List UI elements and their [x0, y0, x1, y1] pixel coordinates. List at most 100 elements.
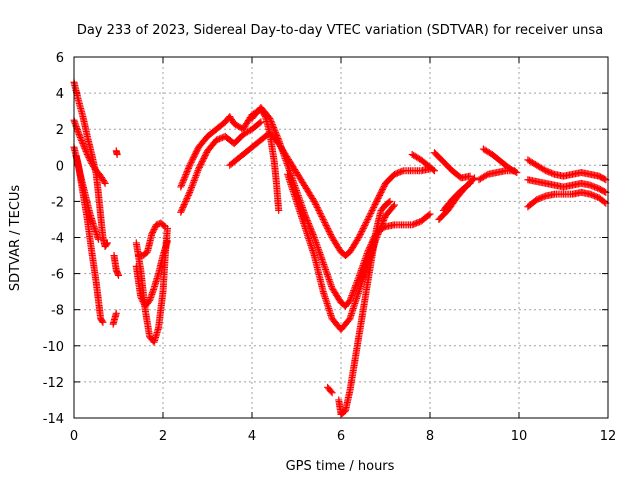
- y-tick-label: 0: [56, 159, 64, 174]
- series-track-2: [70, 116, 109, 187]
- data-point: [379, 185, 387, 193]
- data-point: [101, 179, 109, 187]
- data-point: [99, 318, 107, 326]
- data-point: [188, 182, 196, 190]
- series-track-25: [524, 176, 610, 196]
- data-point: [364, 214, 372, 222]
- data-point: [137, 293, 145, 301]
- data-point: [180, 175, 188, 183]
- data-point: [368, 206, 376, 214]
- data-point: [188, 157, 196, 165]
- data-point: [414, 218, 422, 226]
- y-tick-label: -4: [51, 232, 64, 247]
- data-point: [75, 130, 83, 138]
- data-point: [160, 222, 168, 230]
- data-point: [79, 140, 87, 148]
- data-point: [161, 223, 169, 231]
- data-point: [180, 201, 188, 209]
- data-point: [380, 182, 388, 190]
- data-point: [191, 151, 199, 159]
- series-track-7: [112, 147, 121, 158]
- data-point: [184, 164, 192, 172]
- plot-frame: [73, 56, 609, 419]
- data-point: [352, 280, 360, 288]
- x-axis-title: GPS time / hours: [286, 459, 395, 474]
- data-point: [192, 148, 200, 156]
- data-point: [469, 175, 477, 183]
- data-point: [103, 240, 111, 248]
- data-point: [348, 292, 356, 300]
- data-point: [310, 232, 318, 240]
- y-tick-label: -12: [43, 376, 64, 391]
- data-point: [200, 154, 208, 162]
- data-point: [186, 188, 194, 196]
- data-point: [194, 167, 202, 175]
- series-track-24: [524, 156, 610, 184]
- data-point: [312, 200, 320, 208]
- data-point: [352, 282, 360, 290]
- data-point: [311, 199, 319, 207]
- data-point: [181, 174, 189, 182]
- data-point: [315, 208, 323, 216]
- data-point: [316, 209, 324, 217]
- data-point: [193, 170, 201, 178]
- data-point: [361, 221, 369, 229]
- data-point: [317, 211, 325, 219]
- data-point: [275, 206, 283, 214]
- data-point: [358, 227, 366, 235]
- data-point: [588, 182, 596, 190]
- data-point: [314, 205, 322, 213]
- y-axis-title: SDTVAR / TECUs: [8, 185, 23, 292]
- data-point: [269, 122, 277, 130]
- data-point: [202, 150, 210, 158]
- data-point: [195, 165, 203, 173]
- data-point: [181, 199, 189, 207]
- data-point: [182, 196, 190, 204]
- data-point: [327, 232, 335, 240]
- data-point: [376, 191, 384, 199]
- data-point: [379, 184, 387, 192]
- data-point: [398, 167, 406, 175]
- data-point: [270, 124, 278, 132]
- data-point: [430, 167, 438, 175]
- data-point: [80, 143, 88, 151]
- data-point: [363, 217, 371, 225]
- data-point: [271, 127, 279, 135]
- data-point: [549, 170, 557, 178]
- x-tick-label: 12: [600, 429, 617, 444]
- data-point: [178, 180, 186, 188]
- y-tick-label: 6: [56, 51, 64, 66]
- data-point: [347, 295, 355, 303]
- data-point: [325, 227, 333, 235]
- data-point: [346, 297, 354, 305]
- data-point: [592, 184, 600, 192]
- data-point: [542, 167, 550, 175]
- data-point: [482, 171, 490, 179]
- data-point: [273, 133, 281, 141]
- data-point: [548, 169, 556, 177]
- data-point: [152, 221, 160, 229]
- data-point: [327, 387, 335, 395]
- data-point: [198, 157, 206, 165]
- data-point: [465, 180, 473, 188]
- data-point: [354, 235, 362, 243]
- data-point: [267, 117, 275, 125]
- data-point: [201, 151, 209, 159]
- data-point: [273, 131, 281, 139]
- data-point: [359, 224, 367, 232]
- data-point: [84, 152, 92, 160]
- data-point: [377, 188, 385, 196]
- data-point: [197, 160, 205, 168]
- data-point: [373, 196, 381, 204]
- data-point: [413, 219, 421, 227]
- data-point: [151, 224, 159, 232]
- data-point: [189, 180, 197, 188]
- data-point: [591, 183, 599, 191]
- data-point: [81, 146, 89, 154]
- data-point: [186, 160, 194, 168]
- data-point: [94, 235, 102, 243]
- data-point: [193, 168, 201, 176]
- data-point: [183, 169, 191, 177]
- y-tick-label: -10: [43, 340, 64, 355]
- data-point: [592, 193, 600, 201]
